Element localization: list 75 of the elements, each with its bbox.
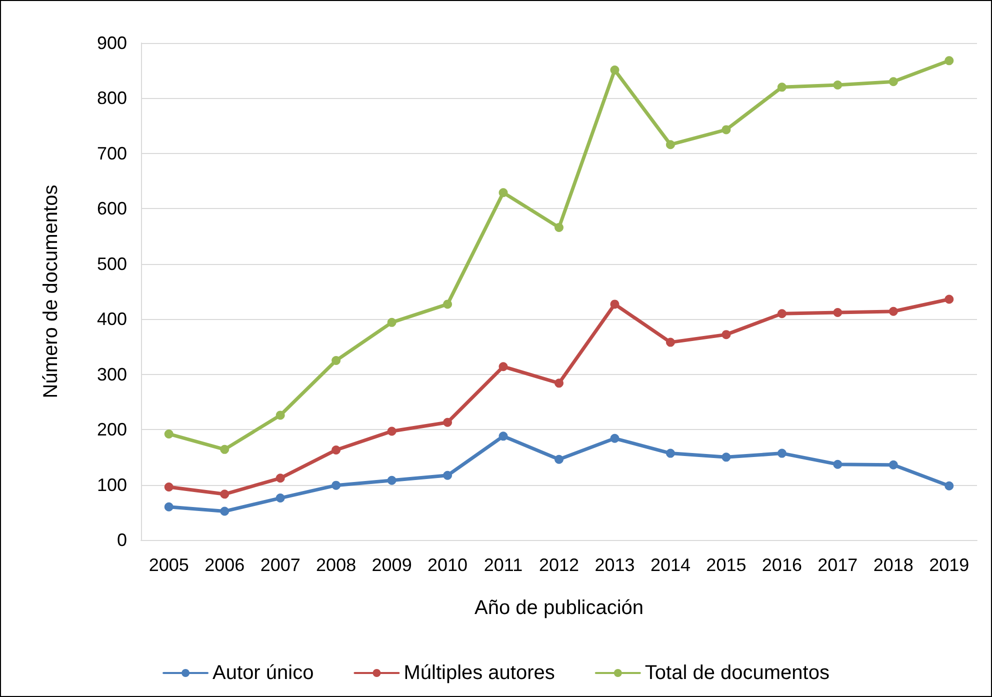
y-tick-label: 300 <box>96 364 127 384</box>
point <box>610 300 620 309</box>
point <box>888 460 898 470</box>
point <box>164 482 174 492</box>
x-tick-label: 2019 <box>929 555 970 575</box>
point <box>777 309 786 318</box>
point <box>666 338 675 347</box>
x-tick-label: 2018 <box>873 555 914 575</box>
y-tick-label: 800 <box>96 88 127 108</box>
x-axis-title: Año de publicación <box>474 597 644 619</box>
point <box>722 330 731 340</box>
y-tick-label: 900 <box>96 33 127 53</box>
legend-label: Total de documentos <box>644 662 830 684</box>
point <box>610 434 620 443</box>
point <box>722 452 731 462</box>
x-tick-label: 2007 <box>260 555 300 575</box>
point <box>276 494 285 503</box>
x-tick-label: 2009 <box>372 555 412 575</box>
point <box>220 444 230 454</box>
point <box>833 460 842 469</box>
point <box>164 429 174 438</box>
point <box>833 80 842 90</box>
x-tick-label: 2011 <box>484 555 523 575</box>
point <box>944 294 954 304</box>
x-tick-label: 2017 <box>818 555 858 575</box>
point <box>332 445 341 454</box>
point <box>666 448 675 458</box>
point <box>498 432 508 441</box>
x-tick-label: 2006 <box>204 555 245 575</box>
point <box>220 506 230 516</box>
x-tick-label: 2013 <box>594 555 635 575</box>
y-tick-label: 0 <box>116 530 127 550</box>
y-tick-label: 400 <box>96 309 127 330</box>
point <box>276 410 285 420</box>
point <box>554 378 564 388</box>
point <box>387 318 396 327</box>
x-tick-label: 2015 <box>706 555 746 575</box>
x-tick-label: 2014 <box>650 555 690 575</box>
point <box>498 362 508 372</box>
point <box>554 454 564 464</box>
y-tick-label: 600 <box>96 198 127 219</box>
point <box>498 188 508 198</box>
point <box>443 470 452 480</box>
point <box>666 140 675 150</box>
y-tick-label: 700 <box>96 143 127 164</box>
point <box>554 222 564 232</box>
point <box>777 448 786 458</box>
y-axis-title: Número de documentos <box>40 184 62 398</box>
point <box>387 426 396 436</box>
point <box>276 474 285 483</box>
point <box>443 418 452 427</box>
point <box>944 56 954 66</box>
x-tick-label: 2010 <box>428 555 468 575</box>
point <box>777 82 786 92</box>
point <box>722 125 731 134</box>
x-tick-label: 2005 <box>148 555 189 575</box>
point <box>888 77 898 86</box>
legend-label: Autor único <box>212 662 314 684</box>
y-tick-label: 100 <box>96 474 127 495</box>
point <box>332 356 341 366</box>
x-tick-label: 2012 <box>538 555 580 575</box>
x-tick-label: 2016 <box>762 555 802 575</box>
x-tick-label: 2008 <box>316 555 356 575</box>
point <box>833 308 842 317</box>
point <box>443 300 452 309</box>
point <box>164 502 174 512</box>
y-tick-label: 200 <box>96 420 127 440</box>
point <box>220 490 230 499</box>
point <box>610 66 620 75</box>
y-tick-label: 500 <box>96 254 127 274</box>
legend-label: Múltiples autores <box>404 662 555 684</box>
point <box>332 480 341 490</box>
point <box>387 476 396 485</box>
point <box>944 481 954 490</box>
point <box>888 306 898 316</box>
